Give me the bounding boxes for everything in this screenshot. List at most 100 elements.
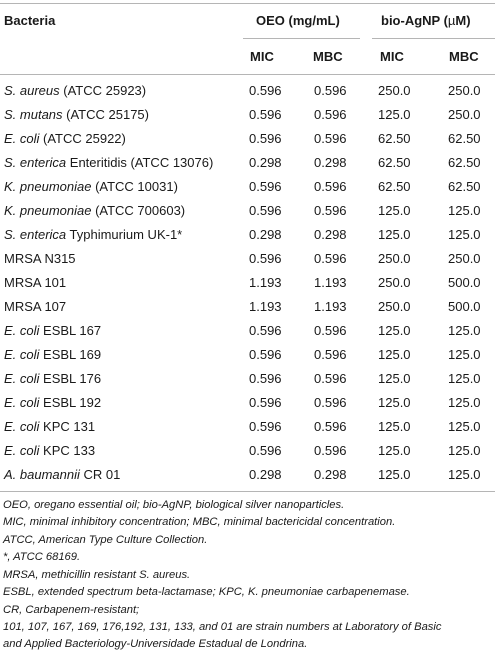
- agnp-mic-cell: 125.0: [378, 323, 411, 338]
- footnote: 101, 107, 167, 169, 176,192, 131, 133, a…: [3, 621, 442, 633]
- agnp-mbc-cell: 125.0: [448, 419, 481, 434]
- agnp-mic-cell: 250.0: [378, 83, 411, 98]
- agnp-mbc-cell: 500.0: [448, 275, 481, 290]
- bacteria-cell: K. pneumoniae (ATCC 10031): [4, 179, 178, 194]
- top-rule: [0, 3, 495, 4]
- agnp-mbc-cell: 500.0: [448, 299, 481, 314]
- bacteria-cell: S. enterica Enteritidis (ATCC 13076): [4, 155, 214, 170]
- agnp-mic-cell: 125.0: [378, 371, 411, 386]
- header-agnp-mbc: MBC: [449, 49, 479, 64]
- oeo-mic-cell: 0.596: [249, 347, 282, 362]
- bacteria-cell: S. mutans (ATCC 25175): [4, 107, 149, 122]
- agnp-mic-cell: 250.0: [378, 251, 411, 266]
- oeo-mic-cell: 0.596: [249, 443, 282, 458]
- oeo-mic-cell: 0.298: [249, 227, 282, 242]
- bacteria-cell: E. coli (ATCC 25922): [4, 131, 126, 146]
- header-oeo-group: OEO (mg/mL): [256, 13, 340, 28]
- oeo-group-rule: [243, 38, 360, 39]
- oeo-mbc-cell: 0.596: [314, 419, 347, 434]
- header-agnp-group: bio-AgNP (µM): [381, 13, 471, 28]
- oeo-mbc-cell: 0.596: [314, 251, 347, 266]
- agnp-mbc-cell: 125.0: [448, 395, 481, 410]
- agnp-mic-cell: 125.0: [378, 419, 411, 434]
- bacteria-cell: E. coli KPC 131: [4, 419, 96, 434]
- agnp-mbc-cell: 125.0: [448, 203, 481, 218]
- bacteria-cell: E. coli ESBL 192: [4, 395, 102, 410]
- agnp-mic-cell: 125.0: [378, 395, 411, 410]
- oeo-mbc-cell: 0.596: [314, 347, 347, 362]
- oeo-mic-cell: 1.193: [249, 275, 282, 290]
- footnote: MIC, minimal inhibitory concentration; M…: [3, 516, 396, 528]
- footnote: and Applied Bacteriology-Universidade Es…: [3, 638, 308, 650]
- header-agnp-mic: MIC: [380, 49, 404, 64]
- agnp-mic-cell: 125.0: [378, 203, 411, 218]
- agnp-mic-cell: 125.0: [378, 467, 411, 482]
- oeo-mic-cell: 0.298: [249, 155, 282, 170]
- agnp-mbc-cell: 125.0: [448, 371, 481, 386]
- agnp-group-rule: [372, 38, 495, 39]
- bacteria-cell: E. coli KPC 133: [4, 443, 96, 458]
- footnote: MRSA, methicillin resistant S. aureus.: [3, 569, 191, 581]
- agnp-mbc-cell: 125.0: [448, 443, 481, 458]
- oeo-mic-cell: 0.596: [249, 395, 282, 410]
- agnp-mic-cell: 125.0: [378, 107, 411, 122]
- bacteria-cell: E. coli ESBL 167: [4, 323, 102, 338]
- agnp-mbc-cell: 62.50: [448, 179, 481, 194]
- bacteria-cell: K. pneumoniae (ATCC 700603): [4, 203, 186, 218]
- oeo-mbc-cell: 0.298: [314, 467, 347, 482]
- agnp-mbc-cell: 62.50: [448, 131, 481, 146]
- oeo-mbc-cell: 0.596: [314, 323, 347, 338]
- agnp-mic-cell: 62.50: [378, 155, 411, 170]
- agnp-mbc-cell: 125.0: [448, 323, 481, 338]
- oeo-mbc-cell: 0.596: [314, 131, 347, 146]
- oeo-mic-cell: 0.298: [249, 467, 282, 482]
- oeo-mic-cell: 0.596: [249, 203, 282, 218]
- bacteria-cell: MRSA N315: [4, 251, 76, 266]
- oeo-mbc-cell: 0.596: [314, 395, 347, 410]
- bacteria-cell: MRSA 101: [4, 275, 67, 290]
- oeo-mic-cell: 0.596: [249, 419, 282, 434]
- oeo-mbc-cell: 0.596: [314, 107, 347, 122]
- oeo-mic-cell: 0.596: [249, 131, 282, 146]
- header-rule: [0, 74, 495, 75]
- agnp-mbc-cell: 250.0: [448, 251, 481, 266]
- bacteria-cell: E. coli ESBL 176: [4, 371, 102, 386]
- oeo-mbc-cell: 0.298: [314, 155, 347, 170]
- agnp-mic-cell: 125.0: [378, 347, 411, 362]
- bacteria-cell: S. aureus (ATCC 25923): [4, 83, 147, 98]
- agnp-mic-cell: 62.50: [378, 131, 411, 146]
- oeo-mic-cell: 0.596: [249, 107, 282, 122]
- agnp-mbc-cell: 125.0: [448, 467, 481, 482]
- agnp-mic-cell: 250.0: [378, 299, 411, 314]
- header-oeo-mic: MIC: [250, 49, 274, 64]
- agnp-mbc-cell: 250.0: [448, 83, 481, 98]
- footnote: ATCC, American Type Culture Collection.: [3, 534, 208, 546]
- agnp-mic-cell: 125.0: [378, 227, 411, 242]
- bacteria-cell: S. enterica Typhimurium UK-1*: [4, 227, 183, 242]
- oeo-mbc-cell: 1.193: [314, 299, 347, 314]
- agnp-mbc-cell: 125.0: [448, 227, 481, 242]
- footnote: *, ATCC 68169.: [3, 551, 81, 563]
- oeo-mbc-cell: 0.596: [314, 179, 347, 194]
- oeo-mic-cell: 0.596: [249, 323, 282, 338]
- footnote: CR, Carbapenem-resistant;: [3, 604, 140, 616]
- oeo-mic-cell: 0.596: [249, 83, 282, 98]
- oeo-mbc-cell: 0.596: [314, 443, 347, 458]
- header-oeo-mbc: MBC: [313, 49, 343, 64]
- agnp-mic-cell: 250.0: [378, 275, 411, 290]
- oeo-mic-cell: 0.596: [249, 251, 282, 266]
- oeo-mic-cell: 1.193: [249, 299, 282, 314]
- oeo-mbc-cell: 1.193: [314, 275, 347, 290]
- oeo-mic-cell: 0.596: [249, 179, 282, 194]
- oeo-mbc-cell: 0.596: [314, 83, 347, 98]
- footnote: OEO, oregano essential oil; bio-AgNP, bi…: [3, 499, 345, 511]
- agnp-mic-cell: 125.0: [378, 443, 411, 458]
- agnp-mbc-cell: 125.0: [448, 347, 481, 362]
- footnote: ESBL, extended spectrum beta-lactamase; …: [3, 586, 410, 598]
- header-bacteria: Bacteria: [4, 13, 56, 28]
- agnp-mic-cell: 62.50: [378, 179, 411, 194]
- agnp-mbc-cell: 250.0: [448, 107, 481, 122]
- bottom-rule: [0, 491, 495, 492]
- bacteria-cell: MRSA 107: [4, 299, 67, 314]
